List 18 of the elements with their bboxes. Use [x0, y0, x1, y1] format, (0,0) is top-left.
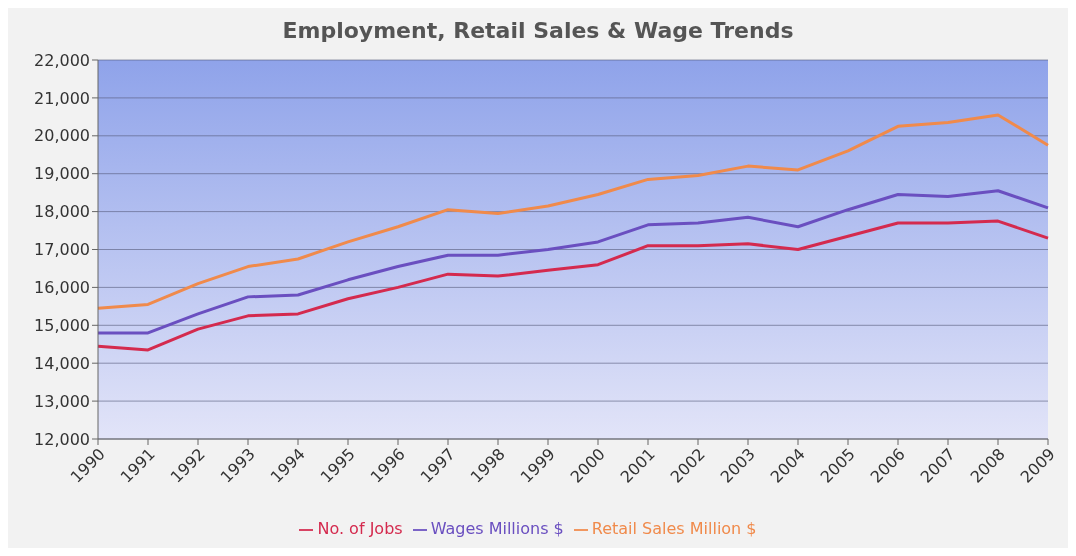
legend-label: No. of Jobs: [317, 519, 403, 538]
line-series: [96, 219, 1050, 352]
y-tick-label: 16,000: [34, 278, 90, 298]
line-series: [96, 189, 1050, 335]
y-tick-label: 13,000: [34, 391, 90, 411]
y-tick-label: 17,000: [34, 240, 90, 260]
legend-label: Retail Sales Million $: [591, 519, 757, 538]
chart-title: Employment, Retail Sales & Wage Trends: [281, 18, 795, 43]
y-tick-label: 14,000: [34, 353, 90, 373]
y-tick-label: 19,000: [34, 164, 90, 184]
y-tick-label: 18,000: [34, 202, 90, 222]
line-series: [96, 113, 1050, 310]
y-tick-label: 21,000: [34, 88, 90, 108]
y-tick-label: 15,000: [34, 315, 90, 335]
y-tick-label: 12,000: [34, 429, 90, 449]
y-tick-label: 22,000: [34, 50, 90, 70]
y-tick-label: 20,000: [34, 126, 90, 146]
legend-label: Wages Millions $: [430, 519, 564, 538]
